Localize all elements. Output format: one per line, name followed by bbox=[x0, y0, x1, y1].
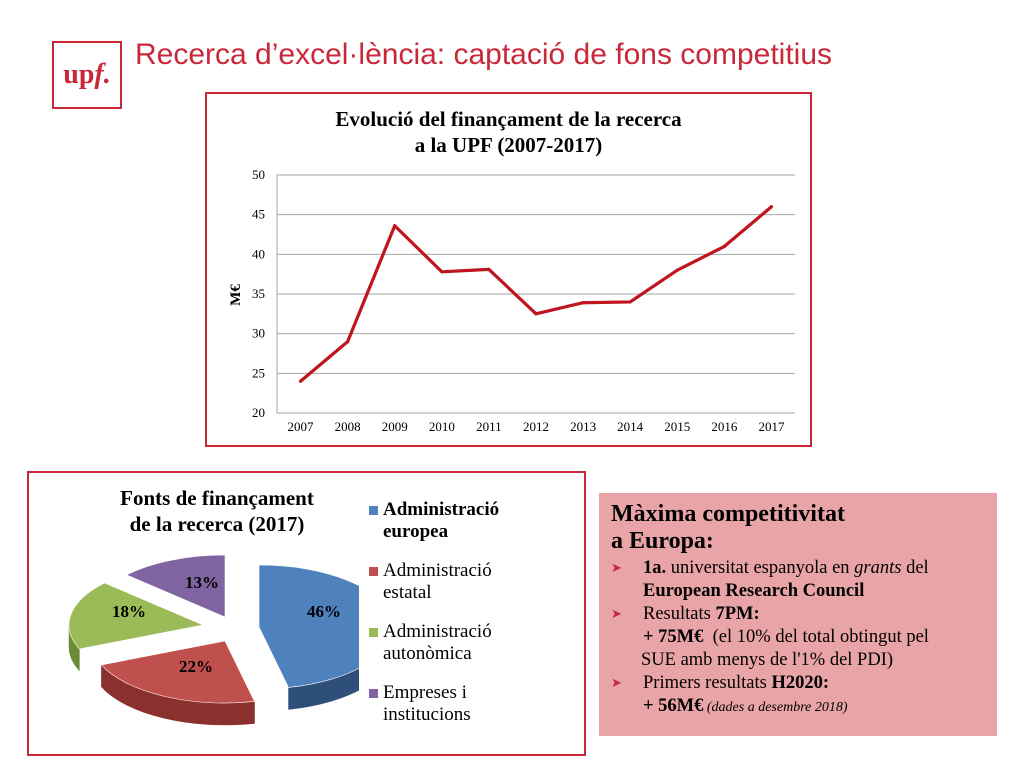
bullet-h2020: ➤ Primers resultats H2020: + 56M€ (dades… bbox=[611, 672, 987, 719]
legend-swatch-autonomica bbox=[369, 628, 378, 637]
pie-slice-side-0-0 bbox=[288, 667, 359, 710]
legend-label-europea-2: europea bbox=[383, 521, 449, 542]
legend-item-empreses: Empreses i institucions bbox=[369, 682, 579, 726]
info-box-heading: Màxima competitivitat a Europa: bbox=[611, 501, 987, 555]
legend-item-autonomica: Administració autonòmica bbox=[369, 621, 579, 665]
legend-swatch-estatal bbox=[369, 567, 378, 576]
pie-chart: 46% 22% 18% 13% bbox=[68, 554, 359, 726]
x-tick-label-2010: 2010 bbox=[429, 419, 455, 434]
y-tick-label-45: 45 bbox=[252, 207, 265, 222]
x-tick-label-2007: 2007 bbox=[288, 419, 315, 434]
legend-label-estatal-1: Administració bbox=[383, 560, 492, 581]
pie-label-0: 46% bbox=[307, 602, 341, 621]
line-chart-title-line1: Evolució del finançament de la recerca bbox=[335, 107, 682, 131]
x-tick-label-2013: 2013 bbox=[570, 419, 596, 434]
logo-text-a: up bbox=[63, 59, 95, 90]
y-tick-label-50: 50 bbox=[252, 167, 265, 182]
line-chart-panel: Evolució del finançament de la recerca a… bbox=[205, 92, 812, 447]
b3-line2-bold: + 56M€ bbox=[643, 696, 704, 716]
info-box: Màxima competitivitat a Europa: ➤ 1a. un… bbox=[599, 493, 997, 736]
info-bullet-list: ➤ 1a. universitat espanyola en grants de… bbox=[611, 557, 987, 719]
data-point-2012 bbox=[534, 312, 538, 316]
x-tick-label-2017: 2017 bbox=[758, 419, 785, 434]
b2-text1: Resultats bbox=[643, 604, 716, 624]
b1-text1: universitat espanyola en bbox=[666, 558, 855, 578]
arrow-bullet-icon: ➤ bbox=[611, 607, 622, 622]
y-tick-label-40: 40 bbox=[252, 246, 265, 261]
b3-text1: Primers resultats bbox=[643, 673, 772, 693]
data-point-2014 bbox=[628, 300, 632, 304]
pie-chart-title-line1: Fonts de finançament bbox=[120, 486, 314, 510]
x-tick-label-2016: 2016 bbox=[711, 419, 738, 434]
b3-bold: H2020: bbox=[771, 673, 830, 693]
b1-bold1: 1a. bbox=[643, 558, 667, 578]
y-tick-label-30: 30 bbox=[252, 326, 265, 341]
b2-line3: SUE amb menys de l'1% del PDI) bbox=[641, 650, 894, 670]
info-heading-line2: a Europa: bbox=[611, 528, 714, 554]
data-point-2017 bbox=[769, 205, 774, 209]
bullet-erc: ➤ 1a. universitat espanyola en grants de… bbox=[611, 557, 987, 603]
b2-bold: 7PM: bbox=[715, 604, 760, 624]
legend-label-autonomica-1: Administració bbox=[383, 621, 492, 642]
legend-item-europea: Administració europea bbox=[369, 499, 579, 543]
pie-slice-0 bbox=[258, 564, 359, 688]
data-point-2010 bbox=[440, 270, 444, 274]
x-tick-label-2014: 2014 bbox=[617, 419, 644, 434]
b3-line2-italic: (dades a desembre 2018) bbox=[703, 700, 848, 715]
pie-slice-3 bbox=[125, 554, 226, 618]
pie-chart-panel: Fonts de finançament de la recerca (2017… bbox=[27, 471, 586, 756]
pie-label-2: 18% bbox=[112, 602, 146, 621]
bullet-7pm: ➤ Resultats 7PM: + 75M€ (el 10% del tota… bbox=[611, 603, 987, 672]
pie-slice-1 bbox=[100, 640, 255, 704]
legend-item-estatal: Administració estatal bbox=[369, 560, 579, 604]
line-chart: M€ 20 25 30 35 40 45 50 2007 2008 2009 2010 2011 201… bbox=[228, 167, 795, 434]
pie-label-3: 13% bbox=[185, 573, 219, 592]
pie-slice-2 bbox=[68, 582, 205, 650]
data-point-2015 bbox=[675, 268, 679, 272]
arrow-bullet-icon: ➤ bbox=[611, 676, 622, 691]
x-tick-label-2015: 2015 bbox=[664, 419, 690, 434]
legend-label-europea-1: Administració bbox=[383, 499, 500, 520]
legend-label-empreses-2: institucions bbox=[383, 704, 471, 725]
line-chart-title-line2: a la UPF (2007-2017) bbox=[414, 133, 603, 157]
logo-text-b: f. bbox=[94, 59, 111, 90]
data-point-2013 bbox=[581, 301, 585, 305]
data-point-2007 bbox=[298, 379, 303, 383]
b2-line2-bold: + 75M€ bbox=[643, 627, 704, 647]
b1-italic: grants bbox=[854, 558, 902, 578]
upf-logo: up f. bbox=[52, 41, 122, 109]
y-tick-label-25: 25 bbox=[252, 365, 265, 380]
pie-label-1: 22% bbox=[179, 657, 213, 676]
x-tick-label-2012: 2012 bbox=[523, 419, 549, 434]
y-axis-label: M€ bbox=[228, 284, 244, 306]
data-point-2008 bbox=[346, 340, 350, 344]
arrow-bullet-icon: ➤ bbox=[611, 561, 622, 576]
b1-text2: del bbox=[901, 558, 929, 578]
x-tick-label-2009: 2009 bbox=[382, 419, 408, 434]
page-title: Recerca d’excel·lència: captació de fons… bbox=[135, 38, 833, 71]
y-tick-label-35: 35 bbox=[252, 286, 265, 301]
x-tick-label-2008: 2008 bbox=[335, 419, 361, 434]
legend-label-empreses-1: Empreses i bbox=[383, 682, 467, 703]
info-heading-line1: Màxima competitivitat bbox=[611, 501, 845, 527]
legend-swatch-europea bbox=[369, 506, 378, 515]
data-point-2009 bbox=[393, 224, 397, 228]
legend-label-estatal-2: estatal bbox=[383, 582, 432, 603]
y-tick-label-20: 20 bbox=[252, 405, 265, 420]
legend-swatch-empreses bbox=[369, 689, 378, 698]
data-point-2011 bbox=[487, 267, 491, 272]
b1-bold2: European Research Council bbox=[643, 581, 865, 601]
x-tick-label-2011: 2011 bbox=[476, 419, 502, 434]
pie-chart-title-line2: de la recerca (2017) bbox=[129, 512, 305, 536]
legend-label-autonomica-2: autonòmica bbox=[383, 643, 472, 664]
pie-chart-title: Fonts de finançament de la recerca (2017… bbox=[67, 485, 367, 537]
pie-legend: Administració europea Administració esta… bbox=[369, 499, 579, 743]
line-chart-title: Evolució del finançament de la recerca a… bbox=[207, 106, 810, 158]
b2-line2-text: (el 10% del total obtingut pel bbox=[703, 627, 929, 647]
data-point-2016 bbox=[722, 244, 726, 248]
